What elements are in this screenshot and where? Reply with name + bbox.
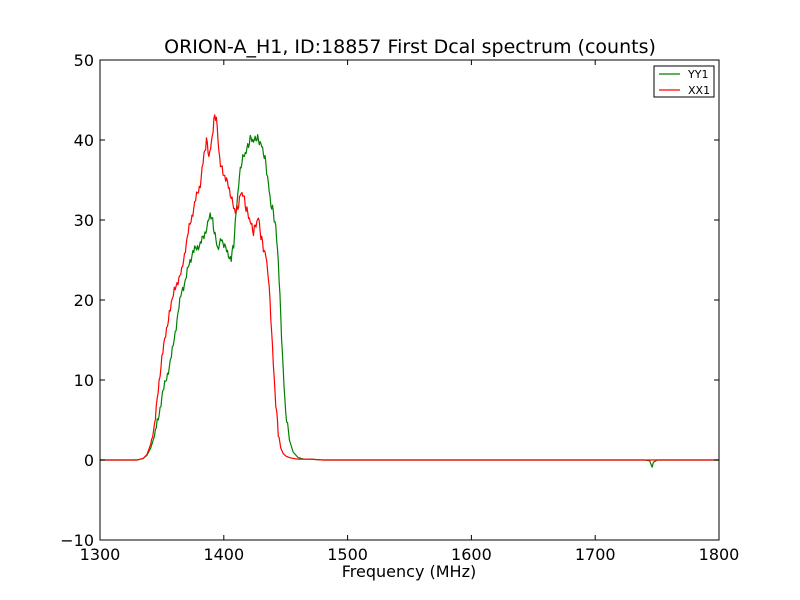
x-tick-label: 1800 xyxy=(699,545,740,564)
y-tick-label: 10 xyxy=(74,371,94,390)
legend-label-xx1: XX1 xyxy=(688,84,710,97)
x-tick-label: 1500 xyxy=(327,545,368,564)
x-tick-label: 1600 xyxy=(451,545,492,564)
legend-box xyxy=(653,65,715,98)
y-tick-label: 40 xyxy=(74,131,94,150)
legend-label-yy1: YY1 xyxy=(687,68,708,81)
y-tick-label: −10 xyxy=(60,531,94,550)
x-tick-label: 1400 xyxy=(203,545,244,564)
y-tick-label: 50 xyxy=(74,51,94,70)
series-line-xx1 xyxy=(100,114,719,461)
series-layer xyxy=(100,114,719,468)
y-tick-label: 30 xyxy=(74,211,94,230)
x-tick-label: 1700 xyxy=(575,545,616,564)
y-tick-label: 0 xyxy=(84,451,94,470)
chart-title: ORION-A_H1, ID:18857 First Dcal spectrum… xyxy=(164,36,656,58)
y-tick-label: 20 xyxy=(74,291,94,310)
x-axis-label: Frequency (MHz) xyxy=(342,562,476,581)
ticks-layer: 1300 1400 1500 1600 1700 1800 −10 0 10 20 30 40 50 xyxy=(60,51,739,564)
series-line-yy1 xyxy=(100,134,719,468)
plot-frame xyxy=(99,59,720,541)
x-tick-label: 1300 xyxy=(80,545,121,564)
